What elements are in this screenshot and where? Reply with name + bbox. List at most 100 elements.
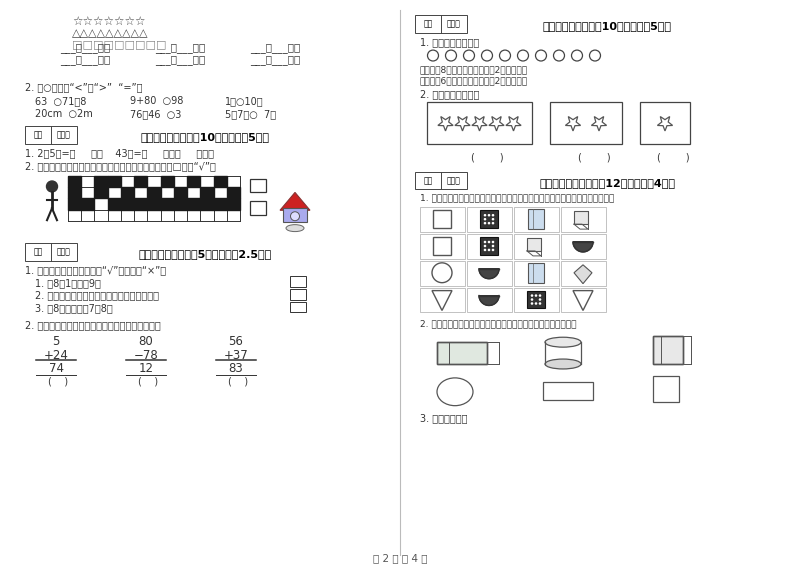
Bar: [121, 187, 134, 198]
Circle shape: [534, 294, 538, 297]
Text: 74: 74: [49, 362, 63, 375]
Bar: [25, 126, 77, 144]
Text: 20cm  ○2m: 20cm ○2m: [35, 109, 93, 119]
Text: (        ): ( ): [657, 153, 690, 163]
Text: (    ): ( ): [138, 377, 158, 387]
Bar: [433, 237, 451, 255]
Bar: [467, 261, 512, 286]
Bar: [640, 102, 690, 144]
Bar: [561, 288, 606, 312]
Circle shape: [492, 214, 494, 216]
Bar: [653, 376, 679, 402]
Text: □□□□□□□□□: □□□□□□□□□: [72, 40, 166, 50]
Polygon shape: [280, 193, 310, 210]
Text: +24: +24: [43, 349, 69, 362]
Bar: [290, 289, 306, 299]
Text: 80: 80: [138, 335, 154, 348]
Bar: [121, 198, 134, 210]
Bar: [543, 382, 593, 399]
Text: 2. 判题门诊（先判断对错，并将错的改正过来）。: 2. 判题门诊（先判断对错，并将错的改正过来）。: [25, 320, 161, 331]
Bar: [108, 176, 121, 187]
Bar: [68, 187, 82, 198]
Bar: [25, 243, 77, 261]
Text: ___比___少。: ___比___少。: [250, 55, 300, 66]
Bar: [653, 336, 683, 364]
Bar: [174, 187, 187, 198]
Circle shape: [484, 249, 486, 251]
Text: 1. 下面的说法对吗，对的打“√”，错的打“×”。: 1. 下面的说法对吗，对的打“√”，错的打“×”。: [25, 265, 166, 275]
Text: 得分: 得分: [423, 19, 433, 28]
Bar: [108, 198, 121, 210]
Bar: [147, 198, 161, 210]
Bar: [94, 187, 108, 198]
Bar: [200, 198, 214, 210]
Polygon shape: [573, 242, 593, 252]
Text: 1. 2元5角=（     ）角    43角=（     ）元（     ）角。: 1. 2元5角=（ ）角 43角=（ ）元（ ）角。: [25, 148, 214, 158]
Text: 5元7角○  7元: 5元7角○ 7元: [225, 109, 276, 119]
Bar: [174, 198, 187, 210]
Text: 得分: 得分: [34, 131, 42, 140]
Bar: [283, 208, 307, 222]
Text: 五、对与错（本题共5分，每题剘2.5分）: 五、对与错（本题共5分，每题剘2.5分）: [138, 249, 272, 259]
Bar: [290, 302, 306, 312]
Text: 3. 看图列算式。: 3. 看图列算式。: [420, 414, 467, 424]
Text: 5: 5: [52, 335, 60, 348]
Ellipse shape: [286, 225, 304, 232]
Bar: [420, 207, 465, 232]
Bar: [480, 237, 498, 255]
Circle shape: [488, 249, 490, 251]
Text: 六、数一数（本题共10分，每题剘5分）: 六、数一数（本题共10分，每题剘5分）: [542, 21, 671, 31]
Bar: [415, 172, 467, 189]
Text: △△△△△△△△△: △△△△△△△△△: [72, 28, 149, 38]
Circle shape: [488, 214, 490, 216]
Text: 把右边第6个涂成蓝色，把右边2个圈起来。: 把右边第6个涂成蓝色，把右边2个圈起来。: [420, 76, 528, 85]
Bar: [415, 15, 467, 33]
Bar: [147, 187, 161, 198]
Text: ☆☆☆☆☆☆☆: ☆☆☆☆☆☆☆: [72, 15, 146, 28]
Bar: [527, 238, 541, 251]
Text: 2. 想一想，小明走哪条路回家是最近的，然后在后面的□里打“√”。: 2. 想一想，小明走哪条路回家是最近的，然后在后面的□里打“√”。: [25, 160, 216, 171]
Bar: [653, 336, 683, 364]
Bar: [480, 210, 498, 228]
Bar: [527, 290, 545, 308]
Bar: [550, 102, 622, 144]
Bar: [514, 234, 559, 259]
Text: 把左边第8个涂成红色，把左边2个圈起来。: 把左边第8个涂成红色，把左边2个圈起来。: [420, 66, 528, 75]
Circle shape: [290, 212, 299, 221]
Text: 评卷人: 评卷人: [447, 176, 461, 185]
Polygon shape: [479, 295, 499, 306]
Text: ___比___少，: ___比___少，: [155, 55, 206, 66]
Text: ___比___少，: ___比___少，: [60, 55, 110, 66]
Text: 第 2 页 共 4 页: 第 2 页 共 4 页: [373, 554, 427, 563]
Bar: [514, 207, 559, 232]
Text: 七、看图说话（本题共12分，每题剘4分）: 七、看图说话（本题共12分，每题剘4分）: [539, 177, 675, 188]
Circle shape: [46, 181, 58, 192]
Bar: [187, 198, 200, 210]
Bar: [290, 276, 306, 286]
Text: 2. 数一数，填一填。: 2. 数一数，填一填。: [420, 89, 479, 99]
Text: (        ): ( ): [578, 153, 610, 163]
Bar: [94, 176, 108, 187]
Text: 76－46  ○3: 76－46 ○3: [130, 109, 182, 119]
Bar: [528, 263, 544, 282]
Circle shape: [492, 218, 494, 220]
Text: 2. 在○里填上“<”，“>”  “=”。: 2. 在○里填上“<”，“>” “=”。: [25, 82, 142, 92]
Text: 评卷人: 评卷人: [57, 131, 71, 140]
Text: (        ): ( ): [471, 153, 504, 163]
Text: 56: 56: [229, 335, 243, 348]
Bar: [214, 176, 226, 187]
Circle shape: [534, 302, 538, 305]
Text: 1. 数一数，画一画。: 1. 数一数，画一画。: [420, 37, 479, 47]
Circle shape: [538, 298, 542, 301]
Bar: [528, 209, 544, 229]
Text: 63  ○71－8: 63 ○71－8: [35, 96, 86, 106]
Text: 得分: 得分: [34, 247, 42, 257]
Text: 得分: 得分: [423, 176, 433, 185]
Ellipse shape: [545, 337, 581, 347]
Bar: [420, 288, 465, 312]
Text: ___比___多，: ___比___多，: [250, 42, 300, 53]
Circle shape: [492, 245, 494, 247]
Circle shape: [484, 241, 486, 244]
Text: ___比___多，: ___比___多，: [60, 42, 110, 53]
Bar: [250, 201, 266, 215]
